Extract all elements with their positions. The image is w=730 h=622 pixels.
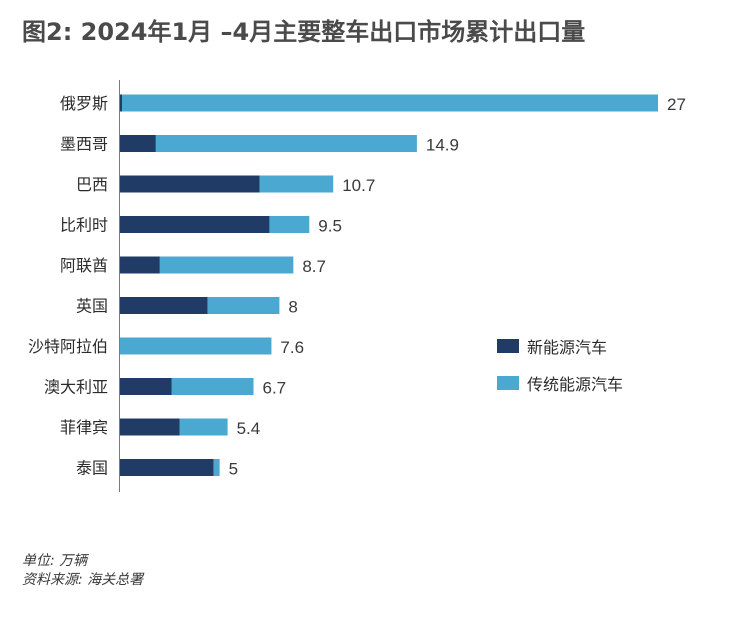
bar-segment-ice [120, 337, 272, 355]
category-label: 澳大利亚 [44, 378, 108, 397]
total-value-label: 9.5 [318, 217, 342, 236]
total-value-label: 5.4 [237, 419, 261, 438]
unit-note: 单位: 万辆 [22, 553, 88, 569]
bar-segment-ice [269, 216, 310, 233]
total-value-label: 6.7 [263, 379, 287, 398]
bar-segment-nev [120, 256, 160, 274]
legend: 新能源汽车 传统能源汽车 [497, 334, 623, 408]
category-label: 泰国 [76, 459, 108, 478]
bar-segment-nev [120, 297, 208, 314]
bar-segment-ice [213, 459, 220, 476]
source-note: 资料来源: 海关总署 [22, 572, 144, 588]
bar-segment-nev [120, 94, 122, 112]
bar-segment-ice [159, 256, 294, 274]
legend-label-ice: 传统能源汽车 [527, 375, 624, 394]
legend-swatch-ice [497, 376, 519, 390]
total-value-label: 10.7 [342, 176, 375, 195]
legend-item-nev: 新能源汽车 [497, 334, 623, 358]
category-label: 比利时 [60, 216, 108, 235]
legend-label-nev: 新能源汽车 [527, 338, 608, 357]
bar-segment-ice [207, 297, 280, 314]
bar-segment-ice [121, 94, 658, 112]
bar-segment-ice [179, 418, 228, 436]
category-label: 阿联酋 [60, 256, 108, 275]
footer-notes: 单位: 万辆 资料来源: 海关总署 [22, 552, 143, 590]
chart-title: 图2: 2024年1月 –4月主要整车出口市场累计出口量 [22, 18, 586, 46]
bar-segment-nev [120, 135, 156, 152]
legend-item-ice: 传统能源汽车 [497, 371, 623, 395]
bar-segment-nev [120, 459, 214, 476]
bar-segment-ice [259, 175, 334, 193]
total-value-label: 27 [667, 95, 686, 114]
bar-segment-nev [120, 378, 172, 395]
category-label: 俄罗斯 [60, 94, 108, 113]
category-label: 沙特阿拉伯 [28, 337, 108, 356]
total-value-label: 8.7 [302, 257, 326, 276]
bar-segment-nev [120, 418, 180, 436]
category-label: 菲律宾 [60, 418, 108, 437]
bar-segment-ice [171, 378, 254, 395]
legend-swatch-nev [497, 339, 519, 353]
total-value-label: 5 [229, 460, 238, 479]
bar-segment-nev [120, 216, 270, 233]
category-label: 巴西 [76, 175, 108, 194]
category-label: 墨西哥 [60, 135, 108, 154]
total-value-label: 14.9 [426, 136, 459, 155]
total-value-label: 7.6 [280, 338, 304, 357]
bar-segment-nev [120, 175, 260, 193]
total-value-label: 8 [288, 298, 297, 317]
category-label: 英国 [76, 297, 108, 316]
bar-segment-ice [155, 135, 417, 152]
